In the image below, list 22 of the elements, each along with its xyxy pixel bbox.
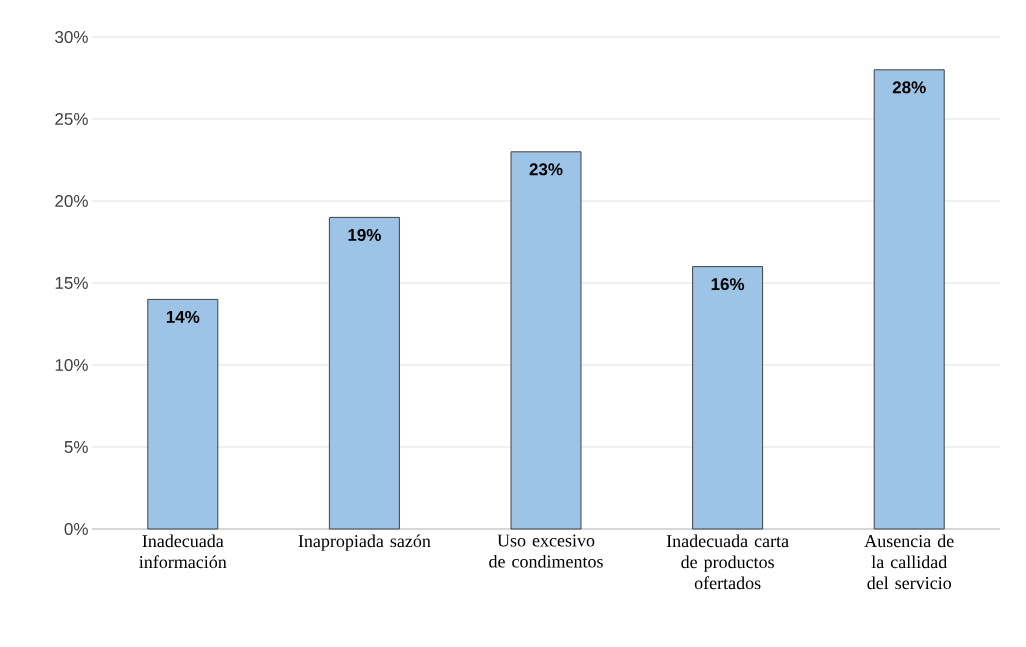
bar [873, 69, 945, 530]
y-tick-label: 10% [55, 358, 88, 372]
x-tick-label: Inadecuada información [139, 534, 227, 569]
bar [328, 216, 400, 530]
data-label: 19% [348, 228, 381, 241]
y-tick-label: 5% [64, 441, 88, 453]
data-label: 16% [711, 278, 745, 291]
y-tick-label: 15% [55, 277, 88, 289]
y-tick-label: 25% [55, 112, 88, 126]
y-tick-label: 30% [55, 30, 88, 44]
x-tick-label: Inadecuada carta de productos ofertados [666, 534, 789, 590]
data-label: 28% [892, 81, 926, 94]
bar [510, 151, 582, 530]
bar [692, 266, 764, 530]
data-label: 14% [166, 310, 200, 323]
bar [147, 298, 219, 530]
y-tick-label: 20% [55, 194, 88, 208]
x-tick-label: Uso excesivo de condimentos [489, 534, 603, 568]
y-tick-label: 0% [64, 522, 88, 536]
x-tick-label: Ausencia de la callidad del servicio [864, 534, 954, 590]
data-label: 23% [529, 163, 563, 176]
x-tick-label: Inapropiada sazón [298, 534, 431, 551]
